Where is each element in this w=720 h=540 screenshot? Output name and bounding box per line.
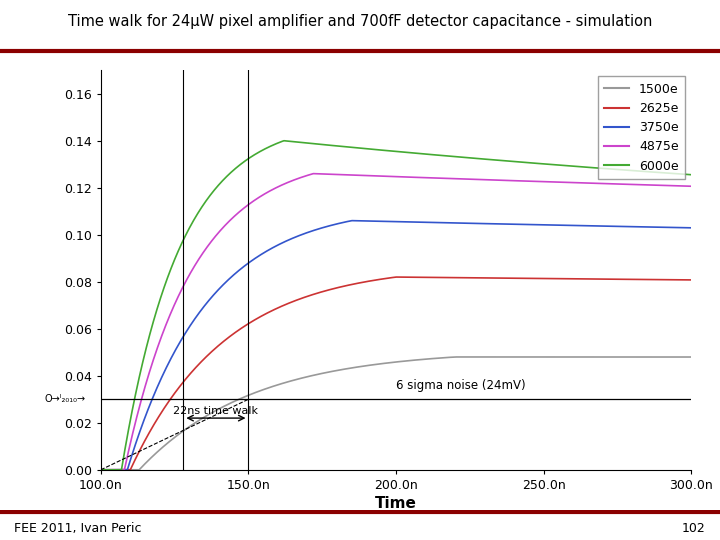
Text: FEE 2011, Ivan Peric: FEE 2011, Ivan Peric — [14, 522, 142, 535]
3750e — [348, 218, 356, 224]
1500e — [96, 467, 105, 473]
Line: 4875e: 4875e — [101, 174, 691, 470]
4875e — [687, 183, 696, 190]
Line: 2625e: 2625e — [101, 277, 691, 470]
Text: Time walk for 24μW pixel amplifier and 700fF detector capacitance - simulation: Time walk for 24μW pixel amplifier and 7… — [68, 14, 652, 29]
2625e — [687, 276, 696, 283]
1500e — [336, 367, 344, 373]
1500e — [568, 354, 577, 360]
3750e — [357, 218, 366, 224]
Line: 3750e: 3750e — [101, 221, 691, 470]
3750e — [336, 220, 344, 226]
3750e — [568, 222, 577, 229]
4875e — [568, 179, 577, 186]
2625e — [356, 279, 365, 286]
6000e — [157, 293, 166, 300]
2625e — [557, 275, 566, 282]
4875e — [336, 171, 344, 178]
2625e — [503, 275, 511, 281]
6000e — [503, 158, 511, 164]
3750e — [157, 375, 166, 382]
1500e — [451, 354, 459, 360]
1500e — [687, 354, 696, 360]
6000e — [279, 138, 288, 144]
6000e — [336, 143, 344, 150]
1500e — [503, 354, 511, 360]
Text: 6 sigma noise (24mV): 6 sigma noise (24mV) — [396, 379, 526, 392]
6000e — [96, 467, 105, 473]
6000e — [357, 145, 366, 152]
6000e — [557, 162, 566, 168]
3750e — [96, 467, 105, 473]
3750e — [557, 222, 566, 228]
3750e — [687, 225, 696, 231]
2625e — [568, 275, 577, 282]
Line: 6000e: 6000e — [101, 141, 691, 470]
6000e — [568, 163, 577, 170]
1500e — [356, 363, 365, 370]
Line: 1500e: 1500e — [101, 357, 691, 470]
4875e — [96, 467, 105, 473]
4875e — [503, 177, 511, 184]
X-axis label: Time: Time — [375, 496, 417, 511]
2625e — [96, 467, 105, 473]
2625e — [336, 284, 344, 291]
4875e — [309, 171, 318, 177]
1500e — [157, 446, 166, 452]
4875e — [157, 334, 166, 341]
Legend: 1500e, 2625e, 3750e, 4875e, 6000e: 1500e, 2625e, 3750e, 4875e, 6000e — [598, 77, 685, 179]
Text: O→ᴵ₂₀₁₀→: O→ᴵ₂₀₁₀→ — [45, 394, 86, 404]
Text: 22ns time walk: 22ns time walk — [174, 406, 258, 416]
1500e — [557, 354, 566, 360]
2625e — [392, 274, 400, 280]
3750e — [503, 221, 511, 227]
6000e — [687, 172, 696, 178]
4875e — [357, 172, 366, 179]
2625e — [157, 410, 166, 416]
Text: 102: 102 — [682, 522, 706, 535]
4875e — [557, 179, 566, 185]
